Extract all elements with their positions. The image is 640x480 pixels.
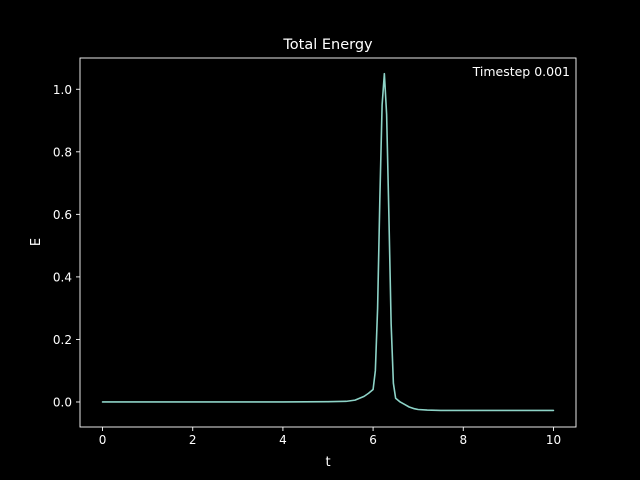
x-tick-label: 0	[99, 433, 107, 447]
x-axis-label: t	[325, 455, 330, 470]
x-tick-label: 2	[189, 433, 197, 447]
timestep-annotation: Timestep 0.001	[472, 64, 570, 79]
plot-area	[101, 72, 555, 412]
chart-title: Total Energy	[282, 37, 373, 53]
y-tick-label: 0.2	[53, 333, 72, 347]
x-tick-label: 10	[546, 433, 561, 447]
y-tick-label: 1.0	[53, 83, 72, 97]
y-tick-label: 0.0	[53, 395, 72, 409]
y-tick-label: 0.4	[53, 270, 72, 284]
y-axis: 0.0 0.2 0.4 0.6 0.8 1.0	[53, 83, 80, 409]
axes-frame	[79, 57, 577, 428]
x-axis: 0 2 4 6 8 10	[99, 427, 561, 447]
x-tick-label: 6	[369, 433, 377, 447]
y-tick-label: 0.6	[53, 208, 72, 222]
x-tick-label: 8	[459, 433, 467, 447]
energy-series-line	[101, 72, 555, 412]
x-tick-label: 4	[279, 433, 287, 447]
y-tick-label: 0.8	[53, 145, 72, 159]
y-axis-label: E	[29, 238, 44, 246]
